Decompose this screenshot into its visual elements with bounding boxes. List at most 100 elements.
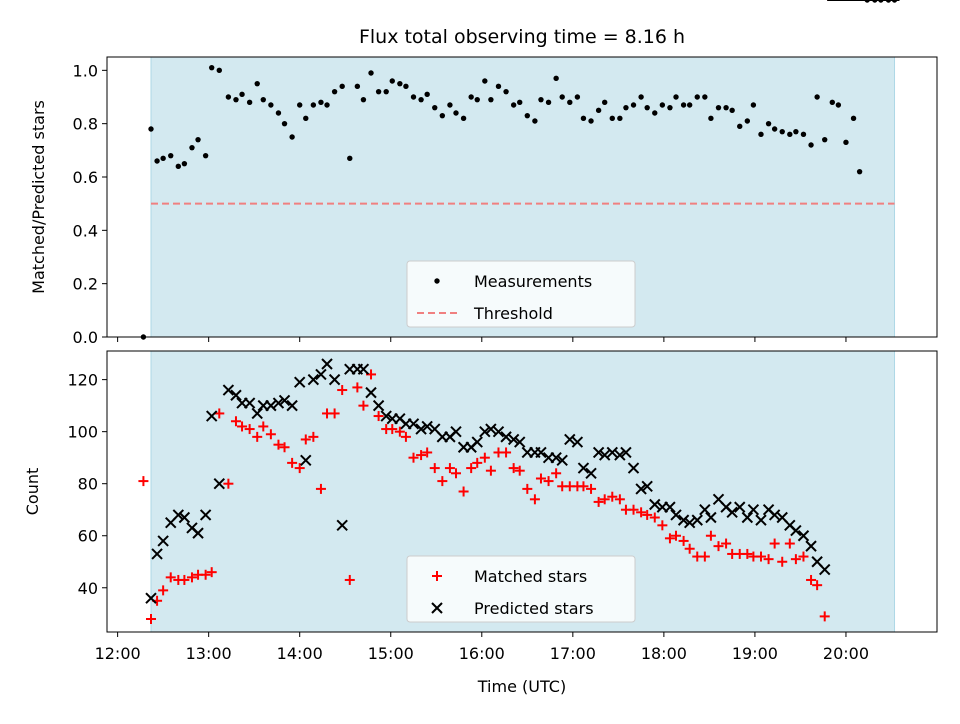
measurement-point (175, 163, 182, 170)
measurement-point (574, 94, 581, 100)
predicted-point (635, 483, 647, 495)
matched-point (472, 457, 483, 468)
measurement-point (609, 115, 615, 122)
measurement-point (418, 96, 424, 103)
measurement-point (303, 115, 309, 122)
y-tick-label: 120 (67, 371, 98, 390)
measurement-point (758, 131, 764, 138)
measurement-point (225, 94, 232, 100)
predicted-point (315, 368, 327, 381)
matched-point (699, 551, 710, 562)
matched-point (806, 574, 817, 585)
matched-point (179, 574, 190, 585)
matched-point (819, 611, 830, 622)
measurement-point (694, 94, 700, 100)
matched-point (287, 457, 298, 468)
measurement-point (383, 88, 389, 95)
chart-title: Flux total observing time = 8.16 h (359, 26, 685, 48)
measurement-point (354, 83, 361, 90)
matched-point (458, 486, 469, 497)
measurement-point (474, 96, 480, 103)
matched-point (450, 468, 461, 479)
predicted-point (272, 397, 285, 409)
matched-point (551, 468, 562, 479)
measurement-point (808, 142, 814, 148)
matched-point (437, 476, 448, 487)
plot-frame (106, 56, 938, 338)
predicted-point (145, 592, 157, 604)
matched-point (258, 421, 269, 432)
measurement-point (318, 99, 324, 106)
predicted-point (300, 454, 312, 466)
measurement-point (793, 128, 799, 135)
measurement-point (644, 104, 650, 111)
x-axis-label: Time (UTC) (477, 677, 566, 696)
predicted-point (819, 563, 831, 576)
predicted-point (734, 501, 746, 513)
measurement-point (850, 115, 857, 122)
measurement-point (347, 155, 353, 162)
measurement-point (447, 102, 453, 108)
predicted-point (564, 433, 576, 446)
predicted-point (372, 399, 385, 412)
matched-point (599, 494, 610, 505)
measurement-point (254, 80, 260, 87)
matched-point (607, 491, 618, 502)
matched-point (628, 504, 639, 515)
measurement-point (750, 102, 757, 108)
measurement-point (723, 104, 729, 111)
y-tick-label: 40 (78, 579, 98, 598)
matched-point (535, 473, 546, 484)
matched-point (479, 452, 490, 463)
legend-matched-swatch (432, 571, 442, 581)
measurement-point (588, 118, 594, 124)
matched-point (252, 431, 263, 442)
measurement-point (559, 94, 565, 100)
matched-point (408, 452, 419, 463)
matched-point (586, 483, 597, 494)
legend: Measurements Threshold (406, 260, 636, 328)
measurement-point (601, 99, 608, 106)
predicted-point (805, 540, 817, 552)
predicted-point (797, 530, 810, 542)
matched-point (614, 494, 625, 505)
matched-point (636, 507, 647, 518)
measurement-point (297, 102, 303, 108)
matched-point (684, 543, 695, 554)
matched-point (416, 450, 427, 461)
predicted-point (670, 509, 682, 521)
legend-predicted-swatch (431, 602, 443, 614)
predicted-point (265, 399, 277, 412)
matched-point (158, 585, 169, 596)
matched-point (777, 556, 788, 567)
predicted-point (649, 498, 661, 511)
predicted-point (598, 449, 611, 461)
predicted-point (507, 433, 520, 446)
predicted-point (243, 397, 256, 409)
matched-point (721, 538, 732, 549)
measurement-point (432, 104, 438, 111)
measurement-point (289, 134, 295, 140)
predicted-point (726, 506, 738, 519)
matched-point (657, 520, 668, 531)
matched-point (812, 580, 823, 591)
matched-point (186, 572, 197, 583)
measurement-point (822, 136, 828, 143)
predicted-point (514, 436, 526, 448)
measurement-point (202, 152, 209, 159)
matched-point (713, 541, 724, 552)
measurement-point (160, 155, 166, 162)
matched-point (214, 408, 225, 419)
predicted-point (747, 504, 760, 516)
matched-point (329, 408, 340, 419)
y-tick-label: 100 (67, 423, 98, 442)
predicted-point (556, 454, 568, 466)
measurement-point (410, 94, 417, 100)
predicted-point (677, 514, 690, 526)
matched-point (344, 574, 355, 585)
measurement-point (715, 104, 722, 111)
predicted-point (790, 524, 802, 537)
x-tick-label: 19:00 (732, 644, 778, 663)
plot-frame (106, 350, 938, 633)
